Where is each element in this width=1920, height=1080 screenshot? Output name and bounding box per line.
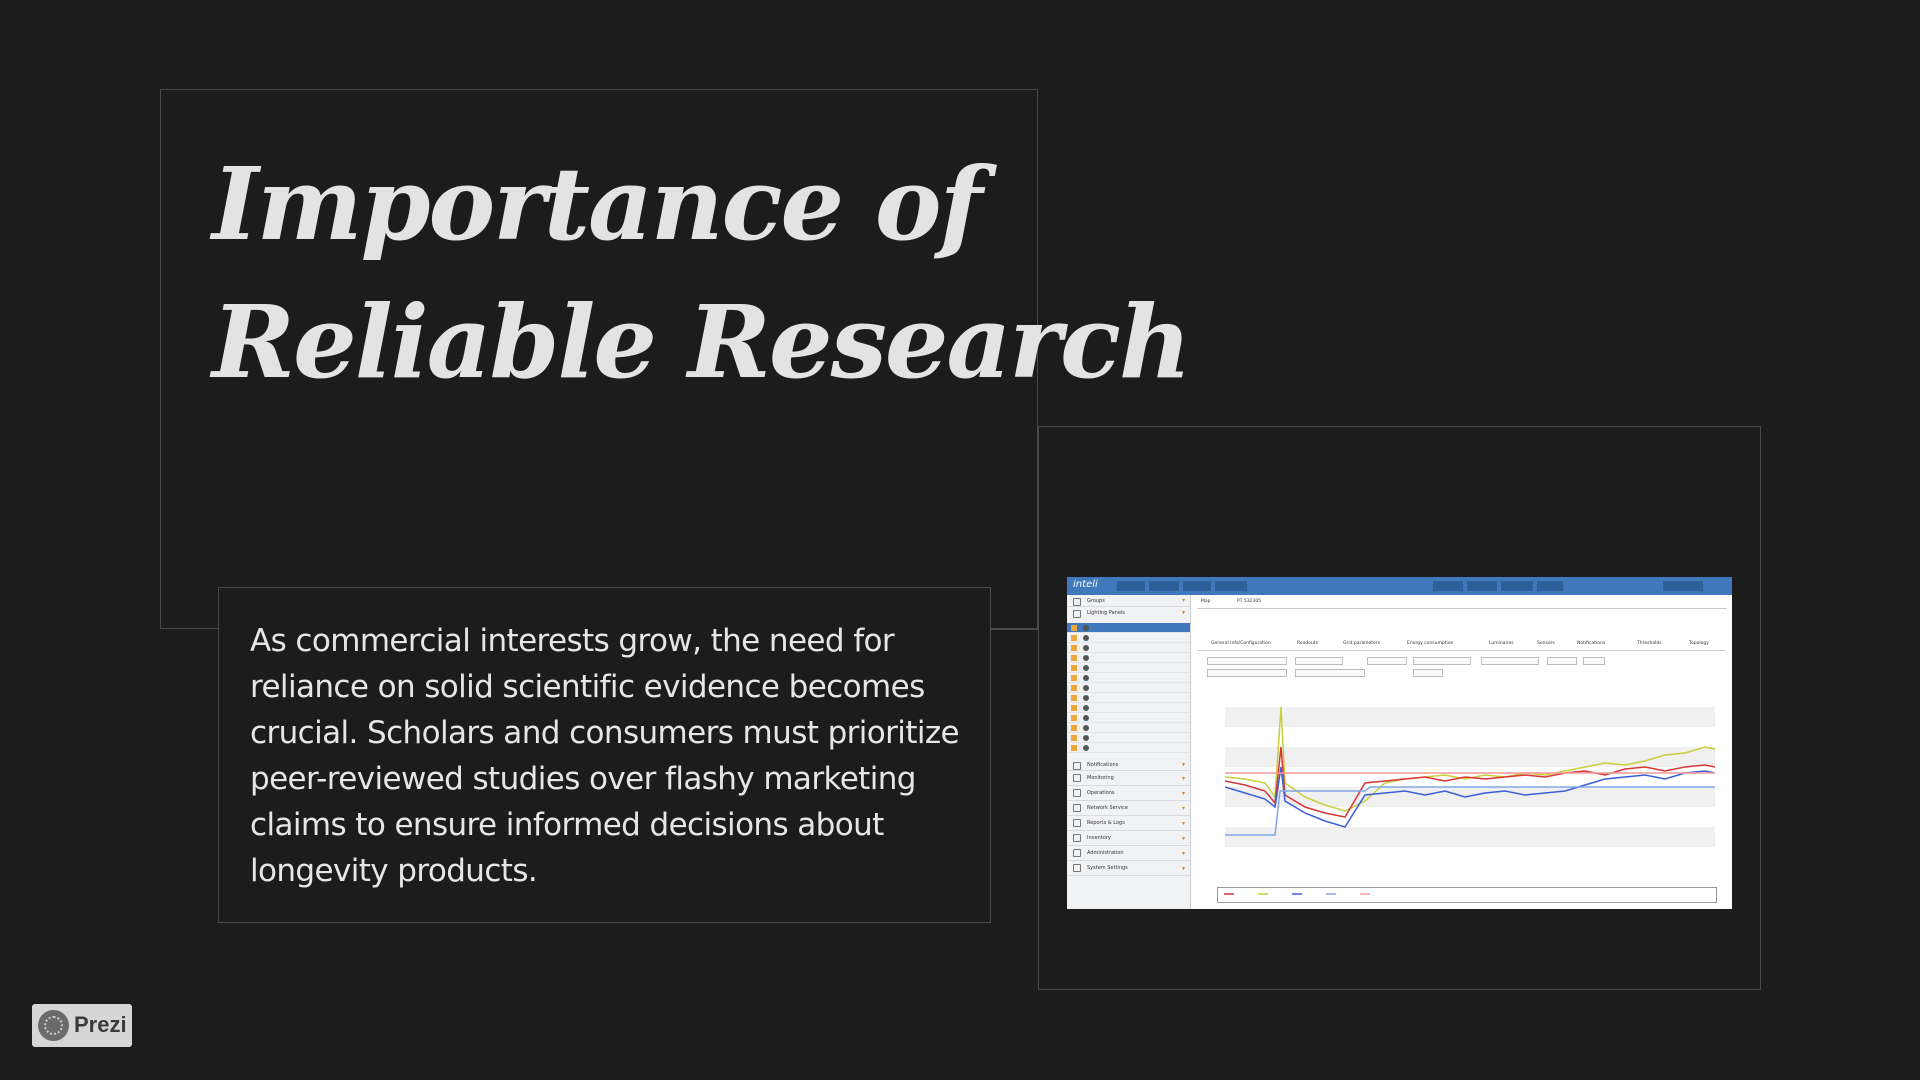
legend-swatches <box>1224 893 1370 895</box>
subtab-general-info[interactable]: General Info/Configuration <box>1211 641 1271 646</box>
chart-band <box>1225 827 1715 847</box>
tab-pt[interactable]: PT 532305 <box>1237 599 1262 604</box>
body-text: As commercial interests grow, the need f… <box>250 623 960 889</box>
header-segment <box>1149 581 1179 591</box>
embedded-app-screenshot: inteli Groups Lighting Panels Notificati… <box>1067 577 1732 909</box>
subtab-sensors[interactable]: Sensors <box>1537 641 1555 646</box>
phase-select[interactable] <box>1295 657 1343 665</box>
export-button[interactable] <box>1413 669 1443 677</box>
sidebar-item-operations[interactable]: Operations <box>1067 786 1190 801</box>
subtab-grid-parameters[interactable]: Grid parameters <box>1343 641 1380 646</box>
measurement-select-2[interactable] <box>1207 669 1287 677</box>
screenshot-frame <box>1038 426 1761 990</box>
header-segment <box>1467 581 1497 591</box>
measurement-select[interactable] <box>1207 657 1287 665</box>
chart-legend <box>1217 887 1717 903</box>
title-line-1: Importance of <box>212 145 983 263</box>
subtab-energy-consumption[interactable]: Energy consumption <box>1407 641 1454 646</box>
app-tab-bar: Map PT 532305 <box>1197 597 1727 609</box>
subtab-readouts[interactable]: Readouts <box>1297 641 1319 646</box>
subtab-thresholds[interactable]: Thresholds <box>1637 641 1662 646</box>
body-frame <box>218 587 991 923</box>
chart-band <box>1225 747 1715 767</box>
series-red-line <box>1225 746 1715 818</box>
header-segment <box>1501 581 1533 591</box>
title-line-2: Reliable Research <box>212 283 1192 401</box>
tree-row[interactable] <box>1067 743 1190 753</box>
sidebar-item-administration[interactable]: Administration <box>1067 846 1190 861</box>
header-segment <box>1663 581 1703 591</box>
header-segment <box>1433 581 1463 591</box>
tree-row[interactable] <box>1067 653 1190 663</box>
tree-row[interactable] <box>1067 643 1190 653</box>
tree-row[interactable] <box>1067 673 1190 683</box>
tree-row[interactable] <box>1067 693 1190 703</box>
sidebar-item-reports-logs[interactable]: Reports & Logs <box>1067 816 1190 831</box>
sidebar-lighting-panels[interactable]: Lighting Panels <box>1067 607 1190 619</box>
operator-select[interactable] <box>1367 657 1407 665</box>
header-segment <box>1537 581 1563 591</box>
grid-parameters-chart <box>1225 687 1715 869</box>
series-lightblue-line <box>1225 786 1715 836</box>
tree-row[interactable] <box>1067 713 1190 723</box>
sidebar-item-notifications[interactable]: Notifications <box>1067 759 1190 771</box>
slide-title: Importance of Reliable Research <box>212 135 1192 411</box>
sidebar-groups[interactable]: Groups <box>1067 595 1190 607</box>
app-header-bar: inteli <box>1067 577 1732 595</box>
date-to-field[interactable] <box>1481 657 1539 665</box>
app-subtab-bar: General Info/Configuration Readouts Grid… <box>1197 639 1725 651</box>
clear-button[interactable] <box>1583 657 1605 665</box>
sidebar-item-system-settings[interactable]: System Settings <box>1067 861 1190 876</box>
header-segment <box>1183 581 1211 591</box>
series-yellow-line <box>1225 706 1715 812</box>
tab-map[interactable]: Map <box>1201 599 1211 604</box>
tree-row[interactable] <box>1067 703 1190 713</box>
series-blue-line <box>1225 766 1715 828</box>
chart-band <box>1225 707 1715 727</box>
tree-row[interactable] <box>1067 723 1190 733</box>
frame-connector <box>990 629 1038 630</box>
tree-row[interactable] <box>1067 623 1190 633</box>
tree-row[interactable] <box>1067 663 1190 673</box>
subtab-notifications[interactable]: Notifications <box>1577 641 1606 646</box>
prezi-badge[interactable]: Prezi <box>32 1004 132 1047</box>
tree-row[interactable] <box>1067 733 1190 743</box>
tree-row[interactable] <box>1067 683 1190 693</box>
chart-band <box>1225 787 1715 807</box>
app-sidebar: Groups Lighting Panels Notifications Mon… <box>1067 595 1191 909</box>
generate-button[interactable] <box>1547 657 1577 665</box>
date-from-field[interactable] <box>1413 657 1471 665</box>
header-segment <box>1215 581 1247 591</box>
header-segment <box>1117 581 1145 591</box>
tree-row[interactable] <box>1067 633 1190 643</box>
sidebar-item-monitoring[interactable]: Monitoring <box>1067 771 1190 786</box>
sidebar-item-inventory[interactable]: Inventory <box>1067 831 1190 846</box>
app-logo: inteli <box>1073 579 1098 590</box>
threshold-select[interactable] <box>1295 669 1365 677</box>
sidebar-item-network-service[interactable]: Network Service <box>1067 801 1190 816</box>
prezi-logo-icon <box>38 1010 69 1041</box>
subtab-topology[interactable]: Topology <box>1689 641 1709 646</box>
subtab-luminaires[interactable]: Luminaires <box>1489 641 1514 646</box>
prezi-label: Prezi <box>74 1012 127 1037</box>
